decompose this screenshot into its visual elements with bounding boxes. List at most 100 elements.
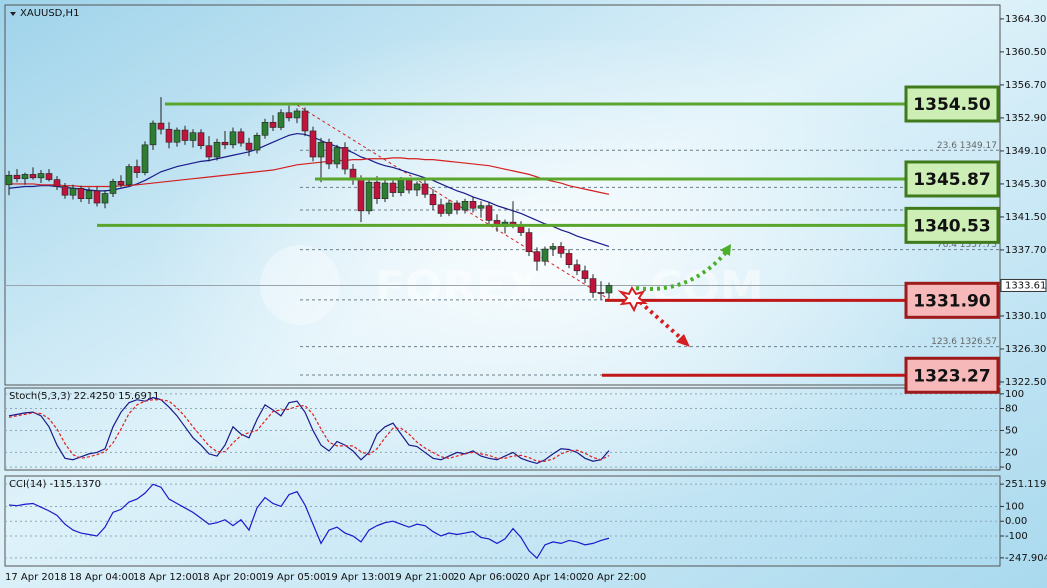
watermark: FOREX <box>375 262 540 313</box>
current-price-label: 1333.61 <box>1005 280 1046 291</box>
candle-body <box>573 264 581 272</box>
main-panel <box>4 4 1001 386</box>
level-box <box>904 160 1000 198</box>
candle-body <box>597 292 605 294</box>
candle-body <box>117 181 125 186</box>
candle-body <box>565 253 573 266</box>
y-tick-label: 1364.30 <box>1005 14 1046 25</box>
y-tick-label: 100 <box>1005 389 1024 400</box>
y-tick-label: 50 <box>1005 425 1018 436</box>
level-box <box>904 206 1000 244</box>
candle-body <box>301 110 309 132</box>
y-tick-label: 0 <box>1005 462 1011 473</box>
y-tick-label: 1349.10 <box>1005 146 1046 157</box>
x-tick-label: 18 Apr 12:00 <box>133 572 198 583</box>
indicator-line <box>8 132 610 248</box>
candle-body <box>245 142 253 151</box>
candle-body <box>165 128 173 143</box>
current-price-box <box>1000 278 1047 292</box>
candle-body <box>213 141 221 158</box>
candle-body <box>53 179 61 187</box>
candle-body <box>397 180 405 193</box>
candle-body <box>125 166 133 186</box>
candle-body <box>389 182 397 193</box>
fib-label: 23.6 1349.17 <box>937 141 997 151</box>
title-arrow <box>10 12 16 16</box>
candle-body <box>469 200 477 209</box>
candle-body <box>405 180 413 191</box>
candle-body <box>141 144 149 173</box>
y-tick-label: -100 <box>1005 531 1028 542</box>
candle-body <box>357 178 365 212</box>
candle-body <box>5 174 13 186</box>
candle-body <box>189 132 197 141</box>
x-tick-label: 20 Apr 22:00 <box>581 572 646 583</box>
candle-body <box>61 186 69 196</box>
candle-body <box>13 174 21 180</box>
level-box <box>904 281 1000 319</box>
panel-title: CCI(14) -115.1370 <box>9 479 101 490</box>
candle-body <box>373 181 381 199</box>
y-tick-label: 1337.70 <box>1005 245 1046 256</box>
fib-anchor-line <box>296 104 611 301</box>
y-tick-label: 1330.10 <box>1005 311 1046 322</box>
candle-body <box>549 246 557 250</box>
candle-body <box>605 285 613 294</box>
candle-body <box>101 193 109 204</box>
level-label: 1331.90 <box>913 291 991 311</box>
candle-body <box>453 202 461 211</box>
candle-body <box>485 205 493 221</box>
level-label: 1340.53 <box>913 216 990 236</box>
y-tick-label: 1326.30 <box>1005 344 1046 355</box>
plot-layer: 1364.30 1360.50 1356.70 1352.90 1349.10 1345.… <box>5 8 1047 583</box>
y-tick-label: -247.9046 <box>1005 553 1047 564</box>
candle-body <box>197 132 205 147</box>
y-tick-label: 20 <box>1005 447 1018 458</box>
level-box <box>904 85 1000 123</box>
x-tick-label: 18 Apr 20:00 <box>197 572 262 583</box>
y-tick-label: 1345.30 <box>1005 179 1046 190</box>
indicator-line <box>8 483 610 560</box>
candle-body <box>365 181 373 212</box>
up-arrow <box>635 248 730 291</box>
panel-title: Stoch(5,3,3) 22.4250 15.6911 <box>9 391 160 402</box>
x-tick-label: 19 Apr 21:00 <box>389 572 454 583</box>
y-tick-label: 0.00 <box>1005 516 1027 527</box>
fib-label: 123.6 1326.57 <box>931 337 997 347</box>
candle-body <box>317 141 325 158</box>
indicator-line <box>8 399 610 462</box>
candle-body <box>349 168 357 180</box>
candle-body <box>589 278 597 293</box>
candle-body <box>29 174 37 179</box>
candle-body <box>229 131 237 146</box>
candle-body <box>477 205 485 209</box>
candle-body <box>381 182 389 199</box>
candle-body <box>37 173 45 179</box>
x-tick-label: 19 Apr 13:00 <box>325 572 390 583</box>
candle-body <box>45 173 53 180</box>
indicator-line <box>9 157 610 195</box>
candle-body <box>413 183 421 191</box>
candle-body <box>333 147 341 165</box>
candle-body <box>445 202 453 214</box>
down-arrow <box>638 300 685 342</box>
candle-body <box>69 187 77 196</box>
x-tick-label: 18 Apr 04:00 <box>69 572 134 583</box>
candle-body <box>269 121 277 128</box>
y-tick-label: 1352.90 <box>1005 113 1046 124</box>
candle-body <box>309 130 317 158</box>
fib-label: 76.4 1337.73 <box>937 240 997 250</box>
candle-body <box>93 190 101 204</box>
level-label: 1345.87 <box>913 170 990 190</box>
candle-body <box>173 129 181 143</box>
candle-body <box>557 246 565 254</box>
indicator-line <box>8 396 610 465</box>
star-marker <box>617 286 648 313</box>
candle-body <box>325 141 333 165</box>
candle-body <box>277 112 285 128</box>
x-tick-label: 19 Apr 05:00 <box>261 572 326 583</box>
y-tick-label: 251.119 <box>1005 479 1046 490</box>
candle-body <box>133 166 141 173</box>
x-tick-label: 20 Apr 14:00 <box>517 572 582 583</box>
